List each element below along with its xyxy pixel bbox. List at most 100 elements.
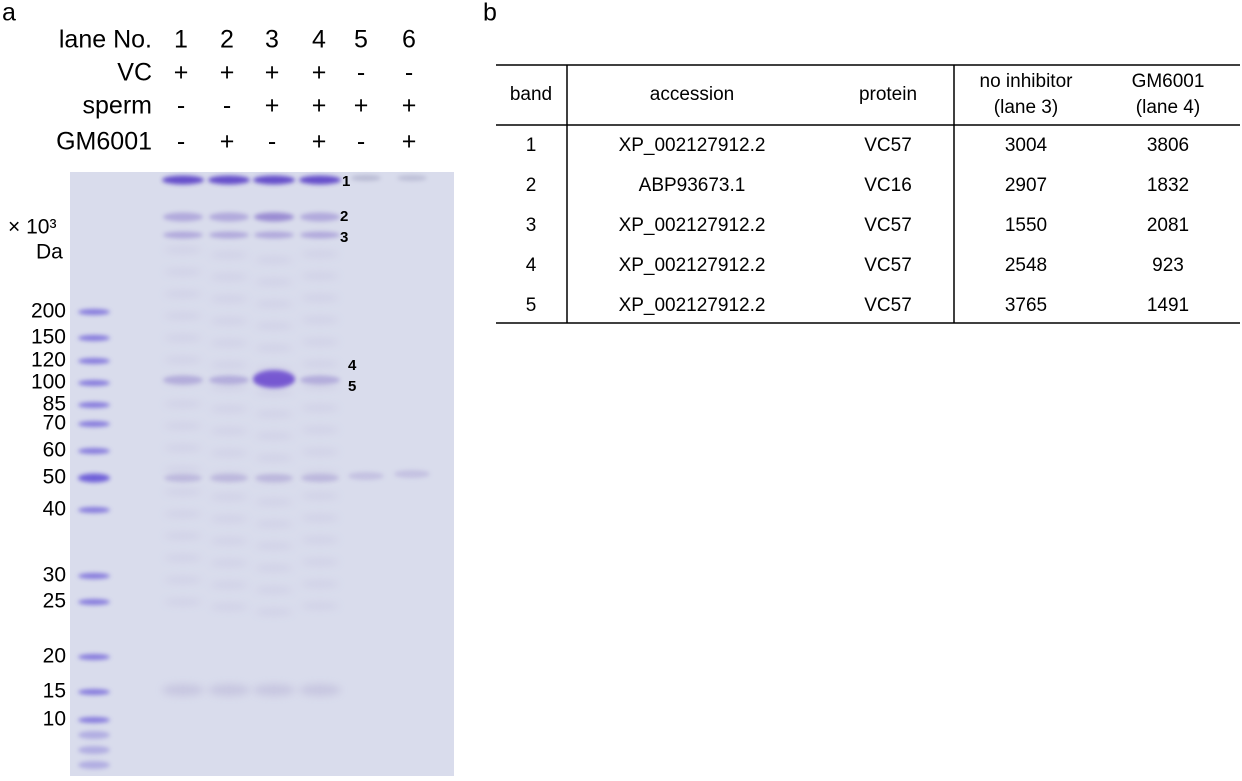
gel-band [210, 516, 248, 522]
gel-band [78, 746, 110, 754]
table-cell: 3806 [1147, 135, 1189, 156]
gel-band [255, 455, 293, 461]
gel-band [301, 427, 339, 433]
gel-band [78, 473, 110, 483]
gel-band [78, 380, 110, 386]
gel-band [78, 731, 110, 739]
gel-band [351, 175, 381, 181]
gel-band [300, 212, 340, 222]
gel-band [255, 587, 293, 593]
lane-cell: + [312, 59, 327, 87]
gel-band [301, 383, 339, 389]
table-cell: VC57 [864, 255, 912, 276]
table-cell: 923 [1152, 255, 1184, 276]
gel-band [210, 428, 248, 434]
lane-cell: 3 [265, 26, 279, 54]
gel-band [164, 467, 202, 473]
gel-band [255, 609, 293, 615]
table-cell: 2548 [1005, 255, 1047, 276]
lane-cell: + [402, 128, 417, 156]
gel-band [301, 273, 339, 279]
gel-labels: lane No. 1 2 3 4 5 6VC + + + + - -sperm - - + + + +GM6001-… [8, 26, 416, 731]
marker-label: 85 [43, 393, 66, 416]
table: band accession protein no inhibitor (lane 3)… [496, 64, 1240, 324]
gel-band [301, 251, 339, 257]
gel-band [210, 604, 248, 610]
gel-band [301, 603, 339, 609]
marker-label: 20 [43, 645, 66, 668]
gel-band [164, 577, 202, 583]
marker-label: 100 [31, 371, 66, 394]
gel-band [301, 317, 339, 323]
table-header: protein [859, 84, 917, 105]
gel-band [255, 323, 293, 329]
table-cell: 2 [526, 175, 537, 196]
gel-band [210, 560, 248, 566]
lane-cell: + [265, 59, 280, 87]
marker-label: 10 [43, 708, 66, 731]
band-label: 5 [348, 378, 356, 395]
lane-cell: - [357, 128, 365, 156]
row-label: VC [117, 59, 152, 87]
marker-label: 25 [43, 590, 66, 613]
gel-band [300, 231, 340, 239]
table-cell: 1550 [1005, 215, 1047, 236]
gel-band [210, 494, 248, 500]
table-cell: 1491 [1147, 295, 1189, 316]
gel-band [164, 379, 202, 385]
marker-label: 60 [43, 439, 66, 462]
gel-image [70, 172, 454, 776]
gel-band [78, 358, 110, 364]
gel-band [397, 175, 427, 181]
gel-band [78, 599, 110, 605]
lane-cell: + [220, 128, 235, 156]
marker-label: 15 [43, 680, 66, 703]
gel-band [78, 573, 110, 579]
gel-band [164, 335, 202, 341]
marker-label: 30 [43, 564, 66, 587]
table-cell: 4 [526, 255, 537, 276]
gel-band [164, 269, 202, 275]
gel-band [301, 295, 339, 301]
gel-band [164, 489, 202, 495]
gel-band [164, 291, 202, 297]
gel-band [299, 684, 341, 696]
lane-cell: + [265, 92, 280, 120]
table-header: (lane 4) [1136, 97, 1200, 118]
lane-cell: - [177, 92, 185, 120]
gel-band [301, 559, 339, 565]
gel-band [255, 411, 293, 417]
gel-band [299, 175, 341, 185]
gel-band [210, 472, 248, 478]
band-label: 3 [340, 229, 348, 246]
gel-band [164, 357, 202, 363]
gel-band [210, 252, 248, 258]
gel-band [301, 405, 339, 411]
gel-band [301, 449, 339, 455]
gel-band [301, 361, 339, 367]
gel-band [210, 450, 248, 456]
gel-band [164, 555, 202, 561]
row-label: sperm [83, 92, 152, 120]
lane-cell: - [268, 128, 276, 156]
gel-band [301, 339, 339, 345]
table-cell: 1 [526, 135, 537, 156]
gel-band [164, 445, 202, 451]
gel-band [163, 212, 203, 222]
table-cell: VC57 [864, 135, 912, 156]
gel-band [210, 406, 248, 412]
gel-band [164, 313, 202, 319]
row-label: GM6001 [56, 128, 152, 156]
lane-cell: - [357, 59, 365, 87]
gel-band [210, 340, 248, 346]
gel-band [255, 499, 293, 505]
lane-cell: 4 [312, 26, 326, 54]
gel-band [210, 384, 248, 390]
lane-cell: 6 [402, 26, 416, 54]
lane-cell: + [312, 128, 327, 156]
gel-band [255, 521, 293, 527]
gel-band [162, 684, 204, 696]
gel-band [78, 654, 110, 660]
marker-label: 200 [31, 300, 66, 323]
gel-band [301, 493, 339, 499]
